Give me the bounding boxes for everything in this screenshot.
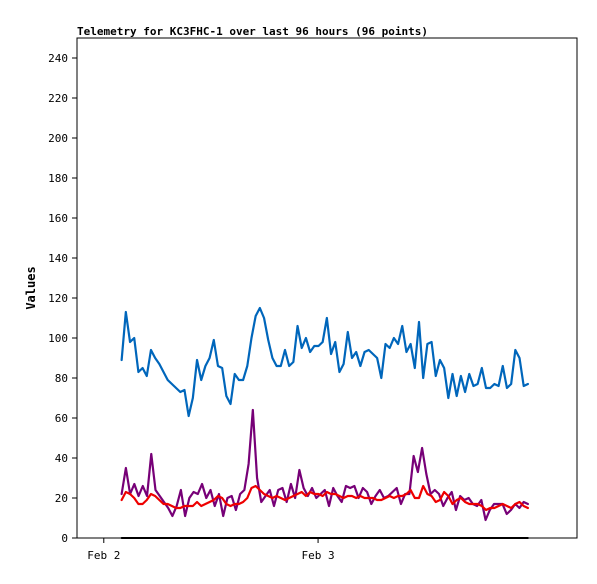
y-tick-label: 180 (48, 172, 68, 185)
series-line-2 (120, 408, 529, 522)
y-tick-label: 60 (55, 412, 68, 425)
chart-title: Telemetry for KC3FHC-1 over last 96 hour… (77, 25, 428, 38)
series-line-1 (120, 306, 529, 418)
y-tick-label: 100 (48, 332, 68, 345)
y-tick-label: 160 (48, 212, 68, 225)
y-tick-label: 200 (48, 132, 68, 145)
series-layer (120, 306, 529, 539)
y-tick-label: 20 (55, 492, 68, 505)
x-tick-label: Feb 2 (87, 549, 120, 562)
y-tick-label: 40 (55, 452, 68, 465)
y-tick-label: 220 (48, 92, 68, 105)
series-line-3 (120, 484, 529, 512)
y-axis-label: Values (24, 266, 38, 309)
y-axis-ticks: 0 20 40 60 80 100 120 140 160 180 200 220 240 (48, 52, 77, 545)
y-tick-label: 120 (48, 292, 68, 305)
y-tick-label: 240 (48, 52, 68, 65)
x-tick-label: Feb 3 (302, 549, 335, 562)
y-tick-label: 140 (48, 252, 68, 265)
x-axis-ticks: Feb 2 Feb 3 (87, 538, 335, 562)
y-tick-label: 0 (61, 532, 68, 545)
y-tick-label: 80 (55, 372, 68, 385)
